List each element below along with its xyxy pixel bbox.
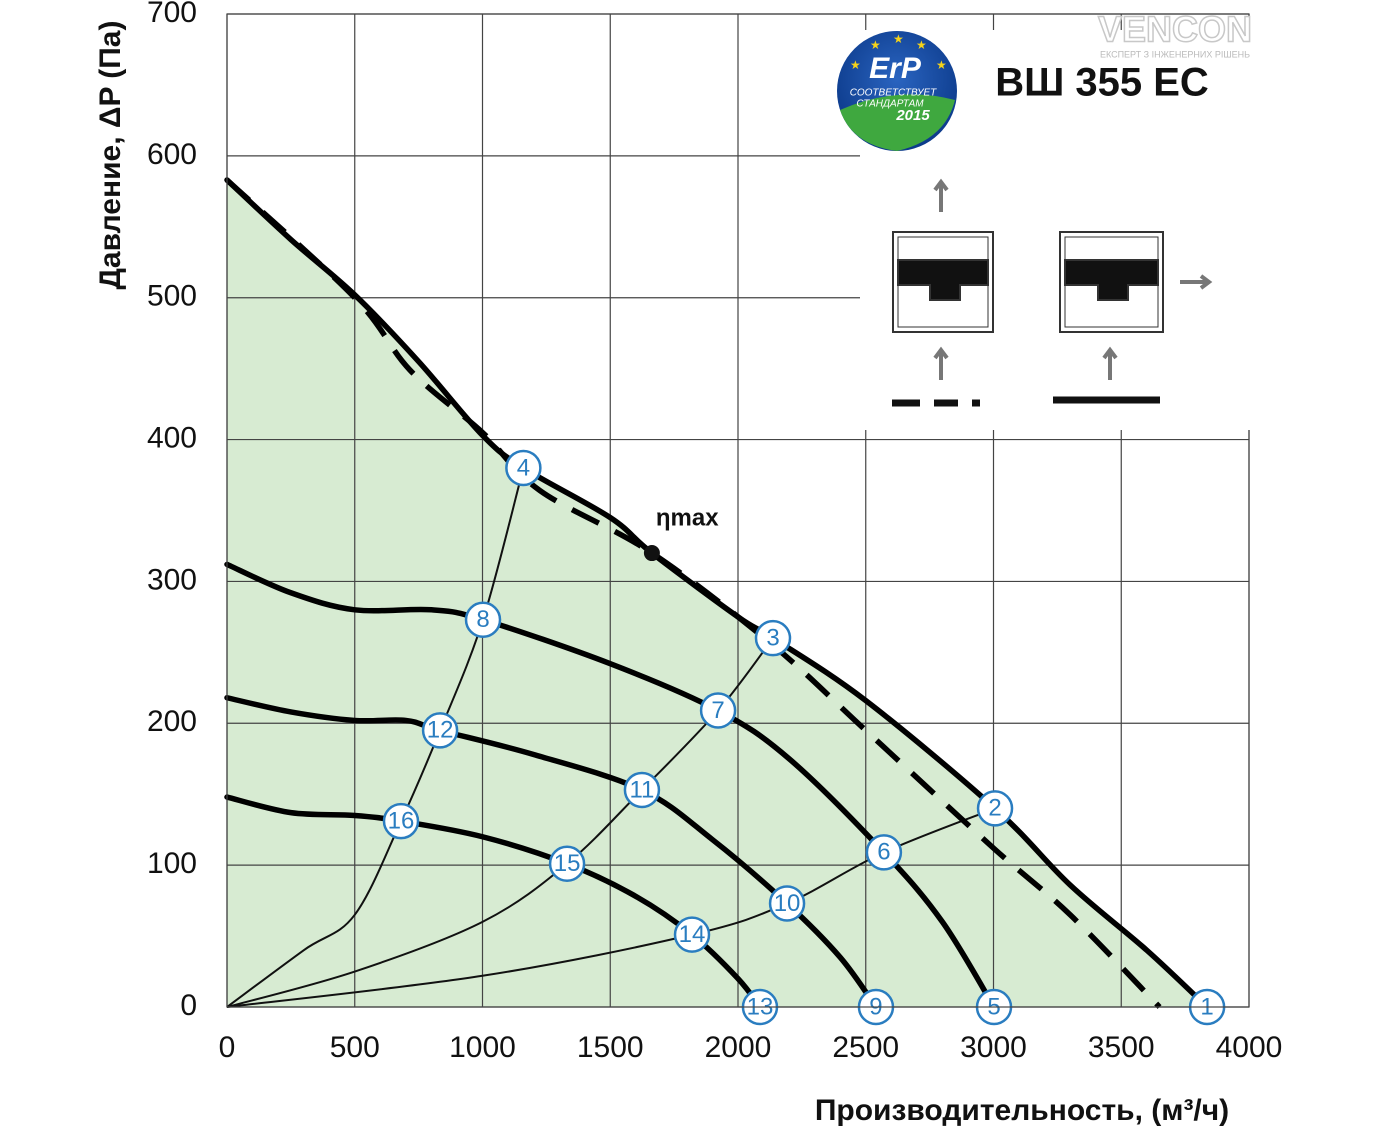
annotation-label: ηmax: [656, 504, 719, 531]
point-marker: [768, 885, 806, 922]
area: [227, 179, 1208, 1008]
plot-frame: [226, 13, 1250, 1008]
arrow: [1180, 274, 1213, 290]
point-marker: [865, 834, 903, 871]
y-axis-label: Давление, ΔP (Па): [94, 21, 127, 290]
point-marker: [673, 916, 711, 953]
x-tick-label: 1000: [449, 1031, 516, 1064]
badge-stars: ★ ★ ★ ★ ★: [850, 32, 947, 72]
badge-line: СООТВЕТСТВУЕТ: [850, 88, 937, 99]
arrow: [933, 346, 949, 380]
dashed-curve: [225, 177, 1162, 1009]
badge-title: ErP: [869, 52, 922, 85]
overlay: ErP СООТВЕТСТВУЕТ СТАНДАРТАМ 2015 ★ ★ ★ ★ …: [833, 8, 1253, 430]
point-label: 10: [774, 890, 801, 917]
point-label: 16: [388, 808, 415, 835]
y-tick-label: 0: [180, 989, 197, 1022]
point-marker: [623, 771, 661, 809]
x-tick-label: 500: [330, 1031, 380, 1064]
point-label: 11: [629, 776, 654, 803]
y-tick-label: 600: [147, 138, 197, 171]
x-tick-label: 2000: [705, 1031, 772, 1064]
arrow: [1102, 346, 1118, 380]
star: ★: [870, 38, 881, 52]
point-marker: [699, 692, 737, 729]
x-tick-label: 4000: [1216, 1031, 1283, 1064]
plot-area: 0 100 200 300 400 500 600 700 0 500 1000 1500 2000 25…: [147, 0, 1282, 1064]
unit-fan: [1064, 259, 1159, 301]
point-label: 15: [554, 850, 581, 877]
point-marker: [976, 790, 1014, 827]
y-tick-label: 300: [147, 563, 197, 596]
unit-fan: [897, 259, 989, 301]
point-label: 14: [679, 921, 706, 948]
fan-curve: [224, 794, 763, 1010]
point-label: 6: [877, 839, 890, 866]
point-label: 3: [766, 625, 779, 652]
chart-title: ВШ 355 ЕС: [995, 61, 1209, 105]
badge-green: [840, 94, 955, 151]
x-tick-label: 3500: [1088, 1031, 1155, 1064]
x-tick-label: 1500: [577, 1031, 644, 1064]
point-marker: [421, 712, 459, 749]
star: ★: [936, 58, 947, 72]
arrow: [933, 178, 949, 212]
badge-year: 2015: [895, 107, 930, 124]
point-marker: [464, 601, 502, 638]
point-label: 12: [427, 717, 454, 744]
point-marker: [548, 845, 586, 882]
y-tick-label: 100: [147, 847, 197, 880]
point-marker: [382, 802, 420, 840]
logo-tagline: ЕКСПЕРТ З ІНЖЕНЕРНИХ РІШЕНЬ: [1100, 49, 1250, 59]
point-marker: [505, 449, 542, 487]
y-tick-label: 400: [147, 421, 197, 454]
x-axis-label: Производительность, (м³/ч): [815, 1094, 1229, 1127]
star: ★: [893, 32, 904, 46]
unit-diagrams: [892, 178, 1213, 407]
unit-box: [1059, 231, 1164, 333]
star: ★: [850, 58, 861, 72]
x-tick-label: 2500: [832, 1031, 899, 1064]
y-tick-label: 700: [147, 0, 197, 29]
point-label: 2: [988, 795, 1001, 822]
point-label: 4: [517, 454, 530, 481]
unit-box: [892, 231, 994, 333]
badge-line: СТАНДАРТАМ: [856, 99, 924, 110]
y-tick-label: 200: [147, 705, 197, 738]
x-tick-label: 3000: [960, 1031, 1027, 1064]
y-tick-label: 500: [147, 280, 197, 313]
point-label: 7: [711, 697, 724, 724]
star: ★: [916, 38, 927, 52]
annotation-point: [643, 545, 660, 562]
point-marker: [754, 619, 792, 657]
point-label: 8: [476, 606, 489, 633]
fan-curve: [224, 561, 997, 1010]
x-tick-label: 0: [219, 1031, 236, 1064]
logo: VENCON: [1098, 9, 1252, 50]
erp-badge: ErP СООТВЕТСТВУЕТ СТАНДАРТАМ 2015 ★ ★ ★ ★ …: [833, 27, 961, 155]
